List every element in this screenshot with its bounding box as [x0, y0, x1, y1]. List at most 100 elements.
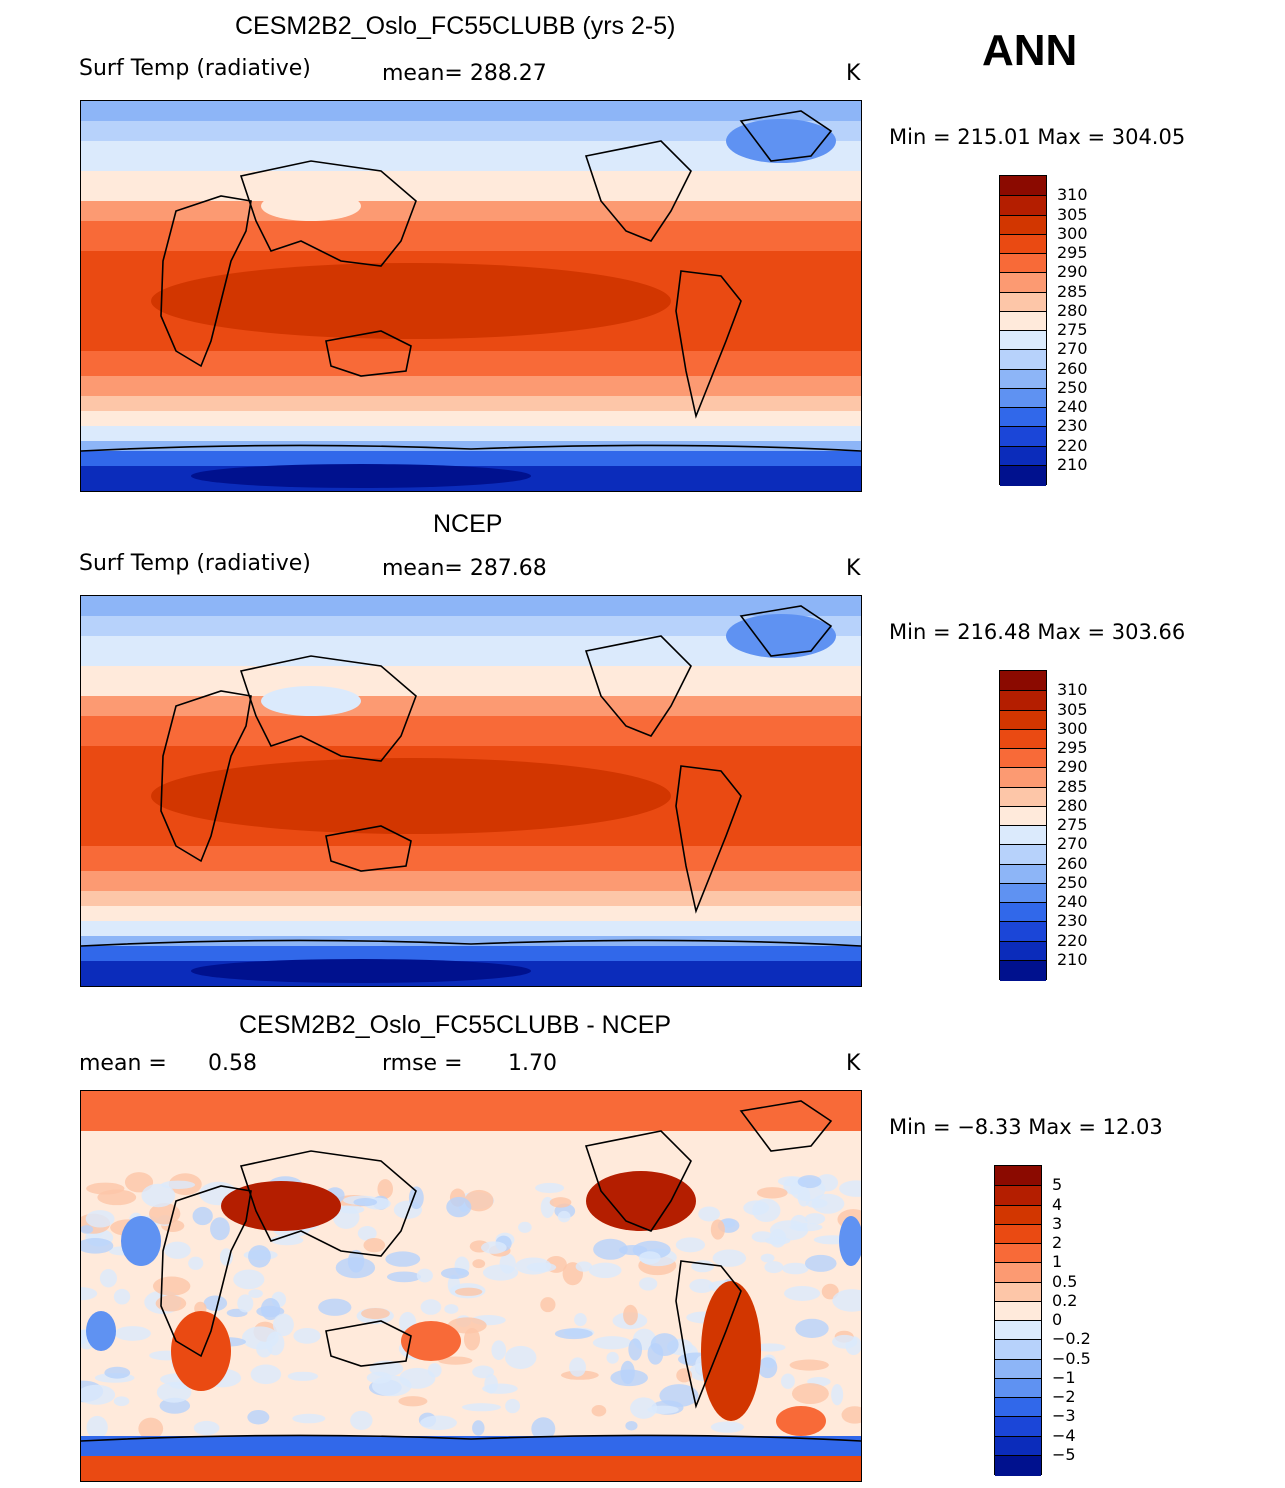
difference-blob: [237, 1294, 254, 1313]
colorbar-swatch: [1000, 940, 1046, 962]
colorbar-swatch: [995, 1454, 1041, 1476]
difference-blob: [574, 1313, 587, 1327]
difference-blob: [535, 1182, 565, 1194]
difference-blob: [99, 1268, 118, 1288]
difference-blob: [782, 1262, 809, 1275]
panel1-map-svg: [81, 101, 861, 491]
difference-blob: [188, 1256, 204, 1270]
coastline: [739, 110, 833, 162]
colorbar-tick-label: 310: [1057, 185, 1088, 205]
colorbar-swatch: [1000, 464, 1046, 486]
colorbar-swatch: [1000, 959, 1046, 981]
colorbar-tick-label: 0.2: [1052, 1290, 1078, 1310]
greenland-cold-region: [726, 119, 836, 163]
difference-blob: [515, 1257, 552, 1275]
colorbar-swatch: [1000, 767, 1046, 788]
difference-blob: [795, 1318, 829, 1339]
difference-blob: [797, 1175, 822, 1189]
tibet-cold-region: [261, 686, 361, 716]
difference-blob: [797, 1186, 811, 1207]
difference-blob: [752, 1198, 781, 1223]
difference-blob: [591, 1405, 607, 1417]
difference-blob: [557, 1210, 571, 1223]
colorbar-tick-label: −0.2: [1052, 1329, 1091, 1349]
colorbar-tick-label: 1: [1052, 1252, 1063, 1272]
temperature-band: [81, 411, 861, 426]
temperature-band: [81, 101, 861, 121]
difference-blob: [447, 1317, 487, 1334]
land-warm-anomaly: [776, 1406, 826, 1436]
difference-blob: [81, 1225, 94, 1234]
difference-blob: [710, 1421, 745, 1433]
colorbar-swatch: [995, 1262, 1041, 1283]
difference-blob: [318, 1298, 352, 1316]
panel2-units: K: [846, 556, 861, 581]
warm-pool: [151, 263, 671, 339]
difference-blob: [233, 1269, 265, 1290]
difference-blob: [710, 1219, 725, 1240]
coastline: [739, 605, 833, 657]
colorbar-tick-label: 285: [1057, 281, 1088, 301]
temperature-band: [81, 906, 861, 921]
land-warm-anomaly: [401, 1321, 461, 1361]
coastline: [160, 690, 252, 863]
difference-blob: [416, 1268, 433, 1283]
cold-anomaly: [86, 1311, 116, 1351]
difference-blob: [192, 1206, 213, 1226]
panel3-units: K: [846, 1051, 861, 1076]
colorbar-swatch: [995, 1300, 1041, 1322]
difference-blob: [760, 1253, 775, 1263]
difference-blob: [292, 1413, 326, 1424]
difference-blob: [124, 1172, 154, 1193]
difference-blob: [791, 1383, 829, 1405]
colorbar-tick-label: 0.5: [1052, 1271, 1078, 1291]
difference-blob: [155, 1295, 187, 1312]
colorbar-tick-label: −1: [1052, 1367, 1076, 1387]
panel2-variable: Surf Temp (radiative): [79, 551, 311, 576]
colorbar-swatch: [995, 1243, 1041, 1264]
colorbar-tick-label: −0.5: [1052, 1348, 1091, 1368]
difference-blob: [420, 1299, 442, 1315]
difference-blob: [540, 1297, 556, 1313]
antarctic-coastline: [81, 444, 861, 452]
colorbar-tick-label: 4: [1052, 1194, 1063, 1214]
temperature-band: [81, 716, 861, 746]
difference-blob: [353, 1198, 378, 1207]
difference-blob: [784, 1285, 821, 1302]
antarctic-warm-band: [81, 1456, 861, 1481]
difference-blob: [247, 1409, 270, 1425]
colorbar-swatch: [995, 1416, 1041, 1437]
colorbar-swatch: [1000, 863, 1046, 885]
difference-blob: [593, 1238, 628, 1260]
coastline: [239, 655, 417, 762]
coastline: [160, 1185, 252, 1358]
colorbar-swatch: [1000, 368, 1046, 390]
colorbar-tick-label: −4: [1052, 1425, 1076, 1445]
colorbar-tick-label: 280: [1057, 795, 1088, 815]
difference-blob: [440, 1267, 470, 1279]
difference-blob: [620, 1360, 635, 1385]
difference-blob: [357, 1226, 377, 1241]
difference-blob: [386, 1271, 422, 1283]
difference-blob: [361, 1308, 390, 1320]
difference-blob: [86, 1415, 108, 1439]
difference-blob: [482, 1264, 519, 1281]
difference-blob: [138, 1417, 164, 1440]
difference-blob: [149, 1203, 181, 1225]
difference-blob: [377, 1179, 394, 1199]
difference-blob: [575, 1261, 593, 1272]
difference-blob: [769, 1220, 809, 1241]
colorbar-tick-label: 220: [1057, 930, 1088, 950]
colorbar-swatch: [1000, 426, 1046, 447]
coastline: [739, 1100, 833, 1152]
colorbar-swatch: [995, 1185, 1041, 1206]
difference-blob: [272, 1313, 294, 1337]
colorbar-tick-label: 5: [1052, 1175, 1063, 1195]
panel3-mean-value: 0.58: [208, 1051, 257, 1076]
difference-blob: [81, 1384, 116, 1405]
difference-blob: [438, 1356, 473, 1365]
antarctic-cold-region: [191, 464, 531, 488]
colorbar-swatch: [1000, 825, 1046, 846]
difference-blob: [757, 1357, 778, 1379]
difference-blob: [756, 1187, 788, 1199]
